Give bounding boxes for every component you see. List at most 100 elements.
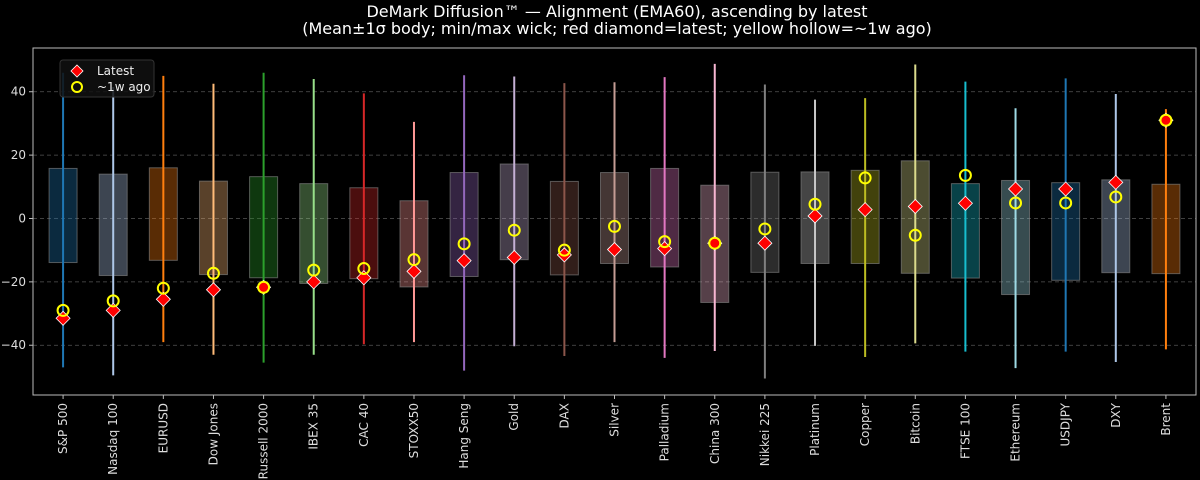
x-tick-label: DAX	[557, 403, 571, 428]
y-tick-label: 0	[18, 211, 26, 225]
latest-marker	[506, 249, 522, 266]
category-group	[750, 84, 780, 379]
week-ago-marker	[156, 281, 170, 295]
category-group	[800, 99, 830, 346]
category-group	[600, 82, 629, 343]
week-ago-marker	[958, 168, 972, 182]
y-tick-label: −20	[1, 275, 26, 289]
latest-marker	[807, 208, 823, 224]
y-tick-label: 20	[11, 148, 26, 162]
x-tick-label: Platinum	[808, 403, 822, 456]
week-ago-marker	[206, 266, 220, 280]
x-tick-label: S&P 500	[56, 403, 70, 454]
latest-marker	[155, 291, 171, 307]
category-group	[650, 77, 680, 358]
x-tick-label: STOXX50	[407, 403, 421, 458]
category-group	[499, 76, 529, 347]
category-group	[349, 93, 379, 345]
x-tick-label: Dow Jones	[206, 403, 220, 465]
category-group	[1051, 78, 1081, 352]
week-ago-marker	[257, 280, 271, 294]
latest-marker	[606, 241, 623, 258]
latest-marker	[356, 270, 372, 286]
x-tick-label: Gold	[507, 403, 521, 431]
latest-marker	[306, 274, 322, 290]
x-axis: S&P 500 Nasdaq 100 EURUSD Dow Jones Russell …	[56, 395, 1173, 479]
x-tick-label: Nikkei 225	[758, 403, 772, 466]
x-tick-label: China 300	[708, 403, 722, 464]
x-tick-label: USDJPY	[1059, 402, 1073, 446]
category-group	[950, 81, 980, 352]
category-group	[1101, 93, 1131, 363]
x-tick-label: DXY	[1109, 402, 1123, 427]
latest-marker	[907, 198, 923, 215]
latest-marker	[757, 235, 773, 251]
category-group	[850, 98, 880, 357]
x-tick-label: IBEX 35	[307, 403, 321, 450]
category-group	[1001, 108, 1031, 369]
chart-title: DeMark Diffusion™ — Alignment (EMA60), a…	[366, 2, 867, 21]
week-ago-marker	[307, 263, 321, 277]
y-tick-label: −40	[1, 338, 26, 352]
category-group	[299, 79, 329, 355]
chart-subtitle: (Mean±1σ body; min/max wick; red diamond…	[302, 19, 932, 38]
week-ago-marker	[507, 223, 521, 237]
category-group	[148, 75, 178, 343]
latest-marker	[1108, 174, 1124, 190]
latest-marker	[55, 310, 71, 326]
latest-marker	[857, 202, 873, 218]
x-tick-label: Bitcoin	[908, 403, 922, 444]
latest-marker	[105, 302, 121, 318]
week-ago-marker	[357, 262, 371, 276]
x-tick-label: EURUSD	[156, 403, 170, 453]
latest-marker	[456, 253, 472, 269]
x-tick-label: Brent	[1159, 403, 1173, 436]
latest-marker	[205, 282, 222, 298]
x-tick-label: Silver	[608, 403, 622, 437]
legend-week-ago: ~1w ago	[97, 80, 151, 94]
x-tick-label: Copper	[858, 403, 872, 446]
week-ago-marker	[658, 235, 672, 249]
series-marks	[48, 63, 1181, 379]
category-group	[449, 75, 479, 371]
x-tick-label: Palladium	[658, 403, 672, 461]
x-tick-label: CAC 40	[357, 403, 371, 447]
x-tick-label: Russell 2000	[257, 403, 271, 479]
category-group	[1151, 109, 1181, 350]
legend-diamond-icon	[70, 64, 84, 78]
latest-marker	[957, 195, 973, 211]
week-ago-marker	[1059, 196, 1073, 210]
legend-circle-icon	[71, 81, 83, 93]
latest-marker	[1058, 181, 1074, 197]
y-axis: 40 20 0 −20 −40	[1, 85, 33, 352]
category-group	[900, 64, 930, 344]
week-ago-marker	[1009, 196, 1023, 210]
category-group	[700, 63, 730, 351]
legend-latest: Latest	[97, 64, 134, 78]
week-ago-marker	[106, 294, 120, 308]
week-ago-marker	[557, 243, 571, 257]
week-ago-marker	[908, 228, 922, 242]
week-ago-marker	[858, 171, 872, 185]
week-ago-marker	[608, 219, 621, 233]
x-tick-label: Ethereum	[1009, 403, 1023, 462]
category-group	[549, 83, 579, 357]
week-ago-marker	[56, 303, 70, 317]
week-ago-marker	[457, 237, 471, 251]
x-tick-label: Hang Seng	[457, 403, 471, 469]
legend: Latest ~1w ago	[59, 59, 155, 98]
category-group	[98, 86, 128, 376]
category-group	[48, 72, 78, 368]
legend-box	[59, 59, 155, 98]
week-ago-marker	[1109, 190, 1123, 204]
latest-marker	[406, 263, 422, 279]
week-ago-marker	[758, 222, 772, 236]
week-ago-marker	[1159, 113, 1173, 127]
x-tick-label: Nasdaq 100	[106, 403, 120, 475]
plot-frame	[32, 47, 1197, 396]
week-ago-marker	[708, 236, 722, 250]
y-tick-label: 40	[11, 85, 26, 99]
category-group	[249, 72, 279, 363]
latest-marker	[1007, 181, 1024, 197]
